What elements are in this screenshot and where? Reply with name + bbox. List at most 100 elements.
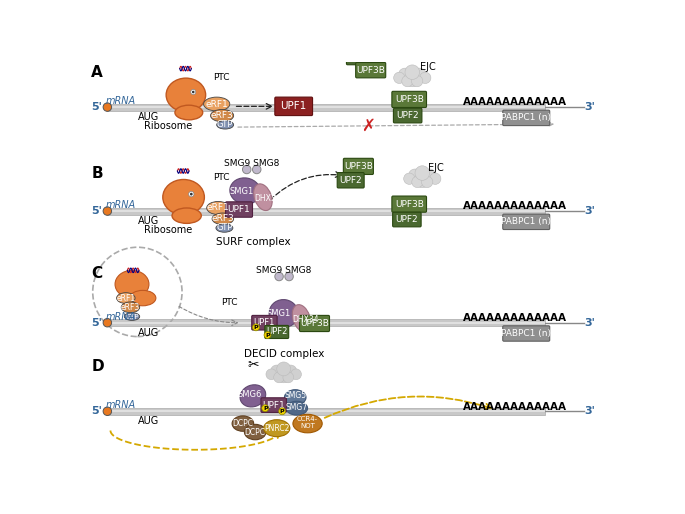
Text: UPF2: UPF2 (395, 215, 419, 224)
Circle shape (275, 366, 292, 383)
FancyBboxPatch shape (356, 62, 386, 78)
Text: DECID complex: DECID complex (243, 348, 324, 358)
Text: 5': 5' (91, 102, 102, 112)
FancyBboxPatch shape (299, 316, 329, 332)
Circle shape (413, 170, 431, 188)
Circle shape (277, 362, 290, 376)
Text: mRNA: mRNA (106, 400, 136, 410)
Text: 3': 3' (584, 406, 595, 416)
Text: 5': 5' (91, 206, 102, 216)
Text: SMG1: SMG1 (229, 187, 253, 195)
Text: UPF2: UPF2 (339, 176, 362, 185)
Text: SMG9 SMG8: SMG9 SMG8 (224, 159, 279, 168)
Ellipse shape (203, 97, 229, 111)
Text: AAAAAAAAAAAAA: AAAAAAAAAAAAA (462, 98, 566, 107)
Text: DCPC: DCPC (245, 428, 266, 436)
Text: P: P (280, 409, 284, 414)
Text: B: B (91, 167, 103, 181)
Text: 3': 3' (584, 206, 595, 216)
Text: UPF2: UPF2 (397, 111, 419, 120)
Circle shape (284, 365, 297, 377)
Text: DHX34: DHX34 (254, 194, 281, 203)
Text: SMG1: SMG1 (267, 309, 291, 318)
FancyBboxPatch shape (393, 212, 421, 227)
Text: SMG7: SMG7 (286, 403, 308, 412)
Circle shape (274, 372, 284, 383)
Text: UPF3B: UPF3B (395, 199, 423, 209)
Circle shape (279, 408, 286, 415)
Text: CCR4-
NOT: CCR4- NOT (297, 416, 318, 429)
FancyBboxPatch shape (392, 196, 427, 212)
Text: mRNA: mRNA (106, 200, 136, 210)
Text: 3': 3' (584, 318, 595, 328)
Circle shape (403, 173, 415, 185)
Text: Ribosome: Ribosome (144, 225, 192, 234)
Text: UPF3B: UPF3B (356, 66, 385, 75)
Circle shape (399, 68, 412, 81)
Ellipse shape (175, 105, 203, 120)
Ellipse shape (166, 78, 205, 112)
Circle shape (412, 176, 423, 188)
Text: eRF1: eRF1 (207, 204, 229, 212)
Circle shape (429, 173, 441, 185)
Text: DHX34: DHX34 (292, 315, 319, 324)
Ellipse shape (216, 121, 234, 129)
FancyBboxPatch shape (251, 316, 277, 330)
Text: UPF1: UPF1 (227, 205, 251, 214)
Ellipse shape (163, 179, 204, 215)
Text: UPF2: UPF2 (349, 52, 372, 62)
Ellipse shape (264, 420, 290, 437)
Ellipse shape (124, 313, 140, 320)
FancyBboxPatch shape (503, 214, 550, 230)
Circle shape (285, 272, 293, 281)
Circle shape (423, 169, 436, 182)
Ellipse shape (172, 208, 201, 224)
Text: eRF3: eRF3 (212, 214, 234, 223)
Ellipse shape (210, 109, 234, 122)
Ellipse shape (269, 300, 298, 327)
Circle shape (188, 191, 194, 197)
Text: GTP: GTP (217, 120, 234, 130)
Circle shape (190, 89, 196, 95)
Text: UPF3B: UPF3B (344, 162, 373, 171)
Ellipse shape (232, 416, 253, 431)
Bar (108, 322, 545, 324)
Circle shape (412, 76, 423, 87)
Text: Ribosome: Ribosome (144, 121, 192, 131)
Bar (108, 208, 545, 214)
Text: P: P (263, 406, 268, 411)
Text: AUG: AUG (138, 112, 160, 122)
Ellipse shape (121, 302, 140, 313)
Bar (108, 104, 545, 111)
Text: D: D (91, 359, 104, 374)
Circle shape (290, 369, 301, 380)
Text: mRNA: mRNA (106, 96, 136, 106)
Text: C: C (91, 266, 102, 282)
Text: 5': 5' (91, 406, 102, 416)
Circle shape (103, 103, 112, 112)
Ellipse shape (212, 213, 234, 225)
Text: AAAAAAAAAAAAA: AAAAAAAAAAAAA (462, 313, 566, 323)
Circle shape (402, 76, 413, 87)
Circle shape (394, 72, 405, 83)
Circle shape (253, 165, 261, 174)
Text: UPF1: UPF1 (253, 318, 275, 327)
Circle shape (190, 193, 192, 195)
FancyBboxPatch shape (347, 49, 375, 65)
Text: DCPC: DCPC (232, 419, 253, 428)
Ellipse shape (230, 178, 260, 204)
Ellipse shape (115, 270, 149, 298)
Circle shape (419, 72, 431, 83)
Text: PABPC1 (n): PABPC1 (n) (501, 114, 551, 122)
Text: GTP: GTP (125, 314, 139, 320)
Ellipse shape (240, 385, 266, 407)
Circle shape (103, 319, 112, 327)
FancyBboxPatch shape (392, 91, 427, 107)
Text: PNRC2: PNRC2 (264, 424, 290, 433)
Bar (108, 408, 545, 415)
Ellipse shape (116, 292, 135, 303)
Text: UPF3B: UPF3B (395, 95, 423, 104)
Ellipse shape (293, 414, 322, 433)
Ellipse shape (207, 201, 229, 214)
FancyBboxPatch shape (393, 108, 422, 123)
